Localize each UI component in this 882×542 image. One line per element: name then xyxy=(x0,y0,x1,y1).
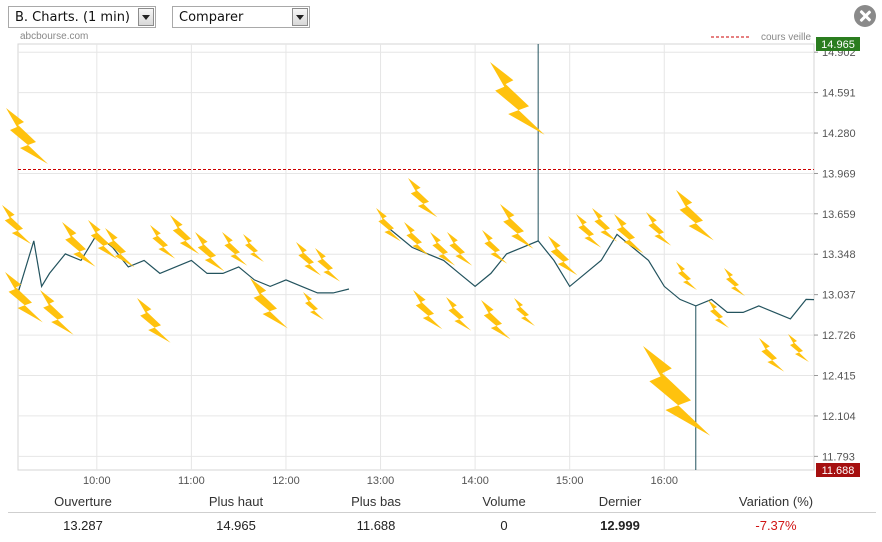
y-tick-label: 11.793 xyxy=(822,451,855,463)
low-badge-label: 11.688 xyxy=(822,465,855,477)
lightning-mark xyxy=(576,214,602,248)
divider xyxy=(8,512,876,513)
lightning-mark xyxy=(250,278,288,329)
high-badge xyxy=(816,37,860,51)
lightning-mark xyxy=(137,298,171,343)
y-tick-label: 13.969 xyxy=(822,168,856,180)
price-chart: cours veille 11.793 12.104 12.415 12.726 13.… xyxy=(2,32,860,487)
price-series xyxy=(17,44,815,470)
lightning-mark xyxy=(376,208,402,242)
x-tick-label: 11:00 xyxy=(178,475,205,487)
y-tick-label: 13.037 xyxy=(822,290,856,302)
y-axis: 11.793 12.104 12.415 12.726 13.037 13.348 13.6… xyxy=(814,47,856,463)
grid xyxy=(18,44,814,470)
chevron-down-icon[interactable] xyxy=(138,8,154,26)
lightning-mark xyxy=(404,222,430,256)
lightning-mark xyxy=(500,204,534,249)
stat-value-open: 13.287 xyxy=(63,518,103,533)
y-tick-label: 12.104 xyxy=(822,411,856,423)
lightning-mark xyxy=(490,62,545,135)
stat-value-volume: 0 xyxy=(500,518,508,533)
high-badge-label: 14.965 xyxy=(821,39,855,51)
lightning-mark xyxy=(482,230,508,264)
lightning-mark xyxy=(592,208,618,242)
y-tick-label: 13.659 xyxy=(822,209,856,221)
stat-label-open: Ouverture xyxy=(54,494,112,509)
lightning-mark xyxy=(88,220,118,260)
lightning-mark xyxy=(643,346,711,436)
chevron-down-icon[interactable] xyxy=(292,8,308,26)
lightning-mark xyxy=(447,232,473,266)
low-badge xyxy=(816,463,860,477)
overlay-marks xyxy=(2,62,809,436)
stat-label-high: Plus haut xyxy=(208,494,264,509)
lightning-mark xyxy=(430,232,456,266)
x-tick-label: 13:00 xyxy=(367,475,395,487)
stat-label-volume: Volume xyxy=(482,494,526,509)
y-tick-label: 13.348 xyxy=(822,249,856,261)
lightning-mark xyxy=(614,214,644,254)
lightning-mark xyxy=(446,297,472,331)
lightning-mark xyxy=(6,108,48,164)
stat-label-low: Plus bas xyxy=(351,494,401,509)
stat-value-last: 12.999 xyxy=(600,518,640,533)
stat-value-variation: -7.37% xyxy=(755,518,797,533)
lightning-mark xyxy=(150,225,176,259)
lightning-mark xyxy=(195,232,225,272)
x-tick-label: 16:00 xyxy=(650,475,678,487)
lightning-mark xyxy=(676,262,697,290)
lightning-mark xyxy=(303,292,324,320)
y-tick-label: 12.726 xyxy=(822,330,856,342)
lightning-mark xyxy=(170,215,200,255)
lightning-mark xyxy=(243,234,264,262)
y-tick-label: 12.415 xyxy=(822,370,856,382)
plot-frame xyxy=(17,43,815,471)
lightning-mark xyxy=(413,290,443,330)
lightning-mark xyxy=(724,268,745,296)
lightning-mark xyxy=(548,236,578,276)
compare-select[interactable]: Comparer xyxy=(172,6,310,28)
legend: cours veille xyxy=(711,32,811,43)
stat-label-last: Dernier xyxy=(598,494,642,509)
lightning-mark xyxy=(408,178,438,218)
compare-value: Comparer xyxy=(179,10,244,25)
x-tick-label: 15:00 xyxy=(556,475,584,487)
lightning-mark xyxy=(62,222,96,267)
lightning-mark xyxy=(481,300,511,340)
lightning-mark xyxy=(315,248,341,282)
y-tick-label: 14.591 xyxy=(822,88,856,100)
source-label: abcbourse.com xyxy=(20,31,89,42)
stat-label-variation: Variation (%) xyxy=(738,494,814,509)
price-line xyxy=(380,220,815,320)
chart-type-select[interactable]: B. Charts. (1 min) xyxy=(8,6,156,28)
lightning-mark xyxy=(759,338,785,372)
x-tick-label: 12:00 xyxy=(272,475,300,487)
legend-label: cours veille xyxy=(761,32,811,43)
lightning-mark xyxy=(105,228,135,268)
lightning-mark xyxy=(2,205,32,245)
lightning-mark xyxy=(222,232,248,266)
y-tick-label: 14.280 xyxy=(822,128,856,140)
lightning-mark xyxy=(646,212,672,246)
lightning-mark xyxy=(5,272,43,323)
lightning-mark xyxy=(708,300,729,328)
stat-value-low: 11.688 xyxy=(356,518,396,533)
x-tick-label: 10:00 xyxy=(83,475,111,487)
price-line xyxy=(17,233,350,294)
x-axis: 10:00 11:00 12:00 13:00 14:00 15:00 16:00 xyxy=(83,475,678,487)
x-tick-label: 14:00 xyxy=(461,475,489,487)
chart-type-value: B. Charts. (1 min) xyxy=(15,10,131,25)
lightning-mark xyxy=(40,290,74,335)
lightning-mark xyxy=(788,334,809,362)
lightning-mark xyxy=(514,298,535,326)
stat-value-high: 14.965 xyxy=(216,518,256,533)
lightning-mark xyxy=(296,242,322,276)
close-icon[interactable] xyxy=(854,5,876,27)
lightning-mark xyxy=(676,190,714,241)
price-badges: 14.965 11.688 xyxy=(816,37,860,477)
